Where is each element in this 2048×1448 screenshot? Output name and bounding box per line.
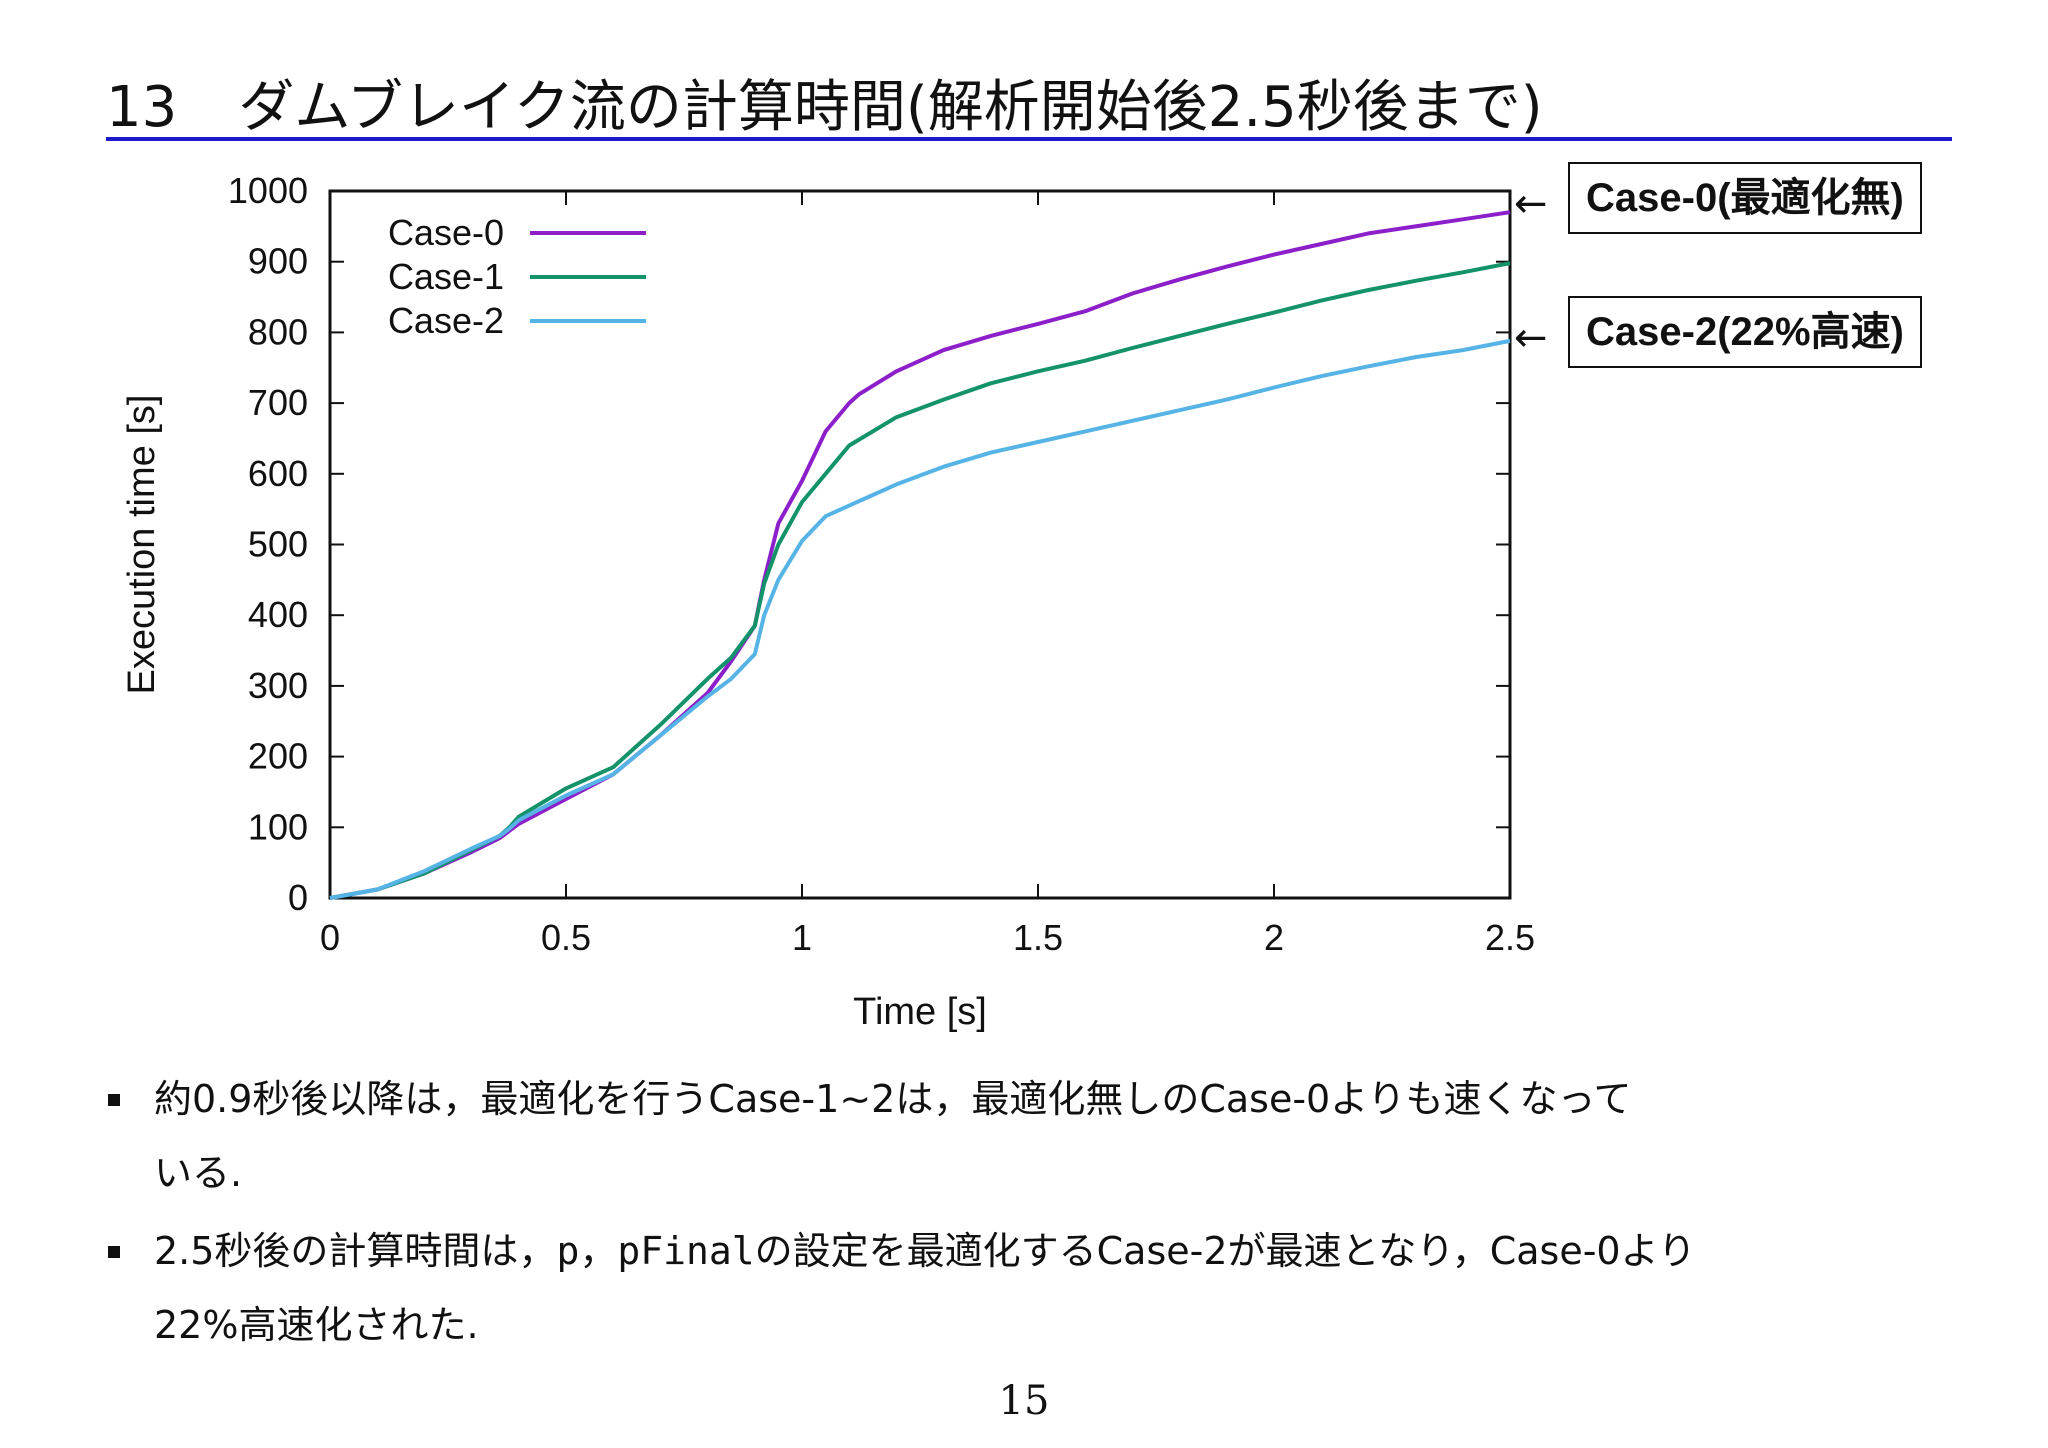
bullet-text: の設定を最適化するCase-2が最速となり，Case-0より [754, 1229, 1696, 1273]
x-tick-label: 0 [320, 917, 340, 958]
bullet-list: 約0.9秒後以降は，最適化を行うCase-1∼2は，最適化無しのCase-0より… [106, 1062, 1966, 1366]
bullet-text: 2.5秒後の計算時間は， [154, 1229, 557, 1273]
code-parameter-pfinal: pFinal [617, 1229, 755, 1273]
code-parameter-p: p [556, 1229, 580, 1273]
x-tick-label: 2 [1264, 917, 1284, 958]
y-tick-label: 300 [248, 665, 308, 706]
title-underline [106, 137, 1952, 141]
series-line-case-2 [329, 338, 1511, 900]
bullet-marker [108, 1246, 120, 1258]
y-axis-label: Execution time [s] [121, 395, 163, 695]
axes-layer: 0 0.5 1 1.5 2 2.5 0 100 200 300 400 500 600 700 800 900… [121, 170, 1535, 1033]
x-tick-label: 1.5 [1013, 917, 1063, 958]
series-layer [329, 210, 1511, 900]
y-tick-label: 200 [248, 736, 308, 777]
callout-arrow-case-2: ← [1514, 315, 1548, 361]
bullet-text-line: いる. [154, 1151, 243, 1195]
y-tick-label: 1000 [228, 170, 308, 211]
y-tick-label: 400 [248, 594, 308, 635]
bullet-text-line: 2.5秒後の計算時間は，p，pFinalの設定を最適化するCase-2が最速とな… [154, 1214, 1966, 1288]
y-tick-label: 800 [248, 311, 308, 352]
y-tick-label: 0 [288, 877, 308, 918]
execution-time-chart: 0 0.5 1 1.5 2 2.5 0 100 200 300 400 500 600 700 800 900… [121, 170, 1535, 1033]
series-line-case-1 [329, 261, 1511, 900]
bullet-item: 2.5秒後の計算時間は，p，pFinalの設定を最適化するCase-2が最速とな… [106, 1214, 1966, 1362]
slide-title-row: 13 ダムブレイク流の計算時間(解析開始後2.5秒後まで) [106, 62, 1543, 142]
x-axis-label: Time [s] [853, 991, 987, 1033]
x-tick-label: 2.5 [1485, 917, 1535, 958]
bullet-text-line: 22%高速化された. [154, 1303, 479, 1347]
callout-case-0: Case-0(最適化無) [1568, 162, 1922, 234]
series-line-case-0 [329, 210, 1511, 900]
callout-arrow-case-0: ← [1514, 181, 1548, 227]
legend-label-case-2: Case-2 [388, 300, 504, 341]
x-tick-label: 1 [792, 917, 812, 958]
y-tick-label: 500 [248, 524, 308, 565]
bullet-marker [108, 1094, 120, 1106]
y-tick-label: 600 [248, 453, 308, 494]
page-number: 15 [998, 1378, 1050, 1424]
slide-title: ダムブレイク流の計算時間(解析開始後2.5秒後まで) [238, 75, 1543, 140]
callout-case-2: Case-2(22%高速) [1568, 296, 1922, 368]
section-number: 13 [106, 75, 178, 140]
bullet-item: 約0.9秒後以降は，最適化を行うCase-1∼2は，最適化無しのCase-0より… [106, 1062, 1966, 1210]
y-tick-label: 100 [248, 806, 308, 847]
y-tick-label: 900 [248, 241, 308, 282]
legend-label-case-1: Case-1 [388, 256, 504, 297]
y-tick-label: 700 [248, 382, 308, 423]
bullet-text-line: 約0.9秒後以降は，最適化を行うCase-1∼2は，最適化無しのCase-0より… [154, 1077, 1632, 1121]
legend-label-case-0: Case-0 [388, 212, 504, 253]
x-tick-label: 0.5 [541, 917, 591, 958]
bullet-separator: ， [579, 1229, 618, 1273]
